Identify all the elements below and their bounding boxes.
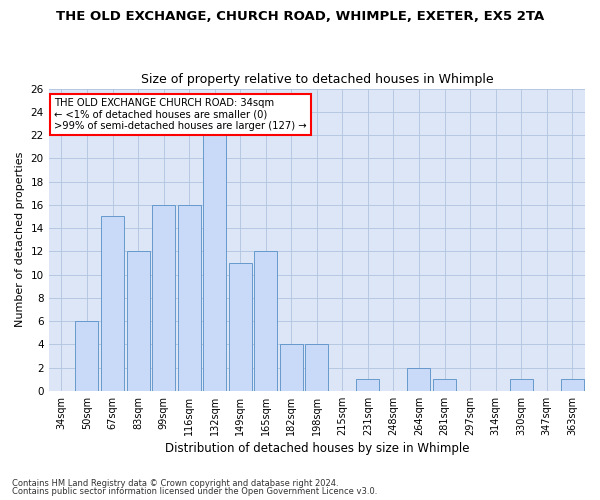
Bar: [305, 344, 328, 391]
Bar: [280, 344, 303, 391]
Bar: [254, 252, 277, 391]
Bar: [356, 379, 379, 391]
Bar: [561, 379, 584, 391]
Bar: [127, 252, 149, 391]
Text: THE OLD EXCHANGE CHURCH ROAD: 34sqm
← <1% of detached houses are smaller (0)
>99: THE OLD EXCHANGE CHURCH ROAD: 34sqm ← <1…: [54, 98, 307, 131]
Text: Contains public sector information licensed under the Open Government Licence v3: Contains public sector information licen…: [12, 487, 377, 496]
Bar: [76, 321, 98, 391]
Bar: [433, 379, 456, 391]
X-axis label: Distribution of detached houses by size in Whimple: Distribution of detached houses by size …: [164, 442, 469, 455]
Bar: [101, 216, 124, 391]
Bar: [178, 205, 200, 391]
Title: Size of property relative to detached houses in Whimple: Size of property relative to detached ho…: [140, 73, 493, 86]
Bar: [509, 379, 533, 391]
Text: THE OLD EXCHANGE, CHURCH ROAD, WHIMPLE, EXETER, EX5 2TA: THE OLD EXCHANGE, CHURCH ROAD, WHIMPLE, …: [56, 10, 544, 23]
Bar: [152, 205, 175, 391]
Text: Contains HM Land Registry data © Crown copyright and database right 2024.: Contains HM Land Registry data © Crown c…: [12, 478, 338, 488]
Bar: [203, 135, 226, 391]
Y-axis label: Number of detached properties: Number of detached properties: [15, 152, 25, 328]
Bar: [229, 263, 252, 391]
Bar: [407, 368, 430, 391]
